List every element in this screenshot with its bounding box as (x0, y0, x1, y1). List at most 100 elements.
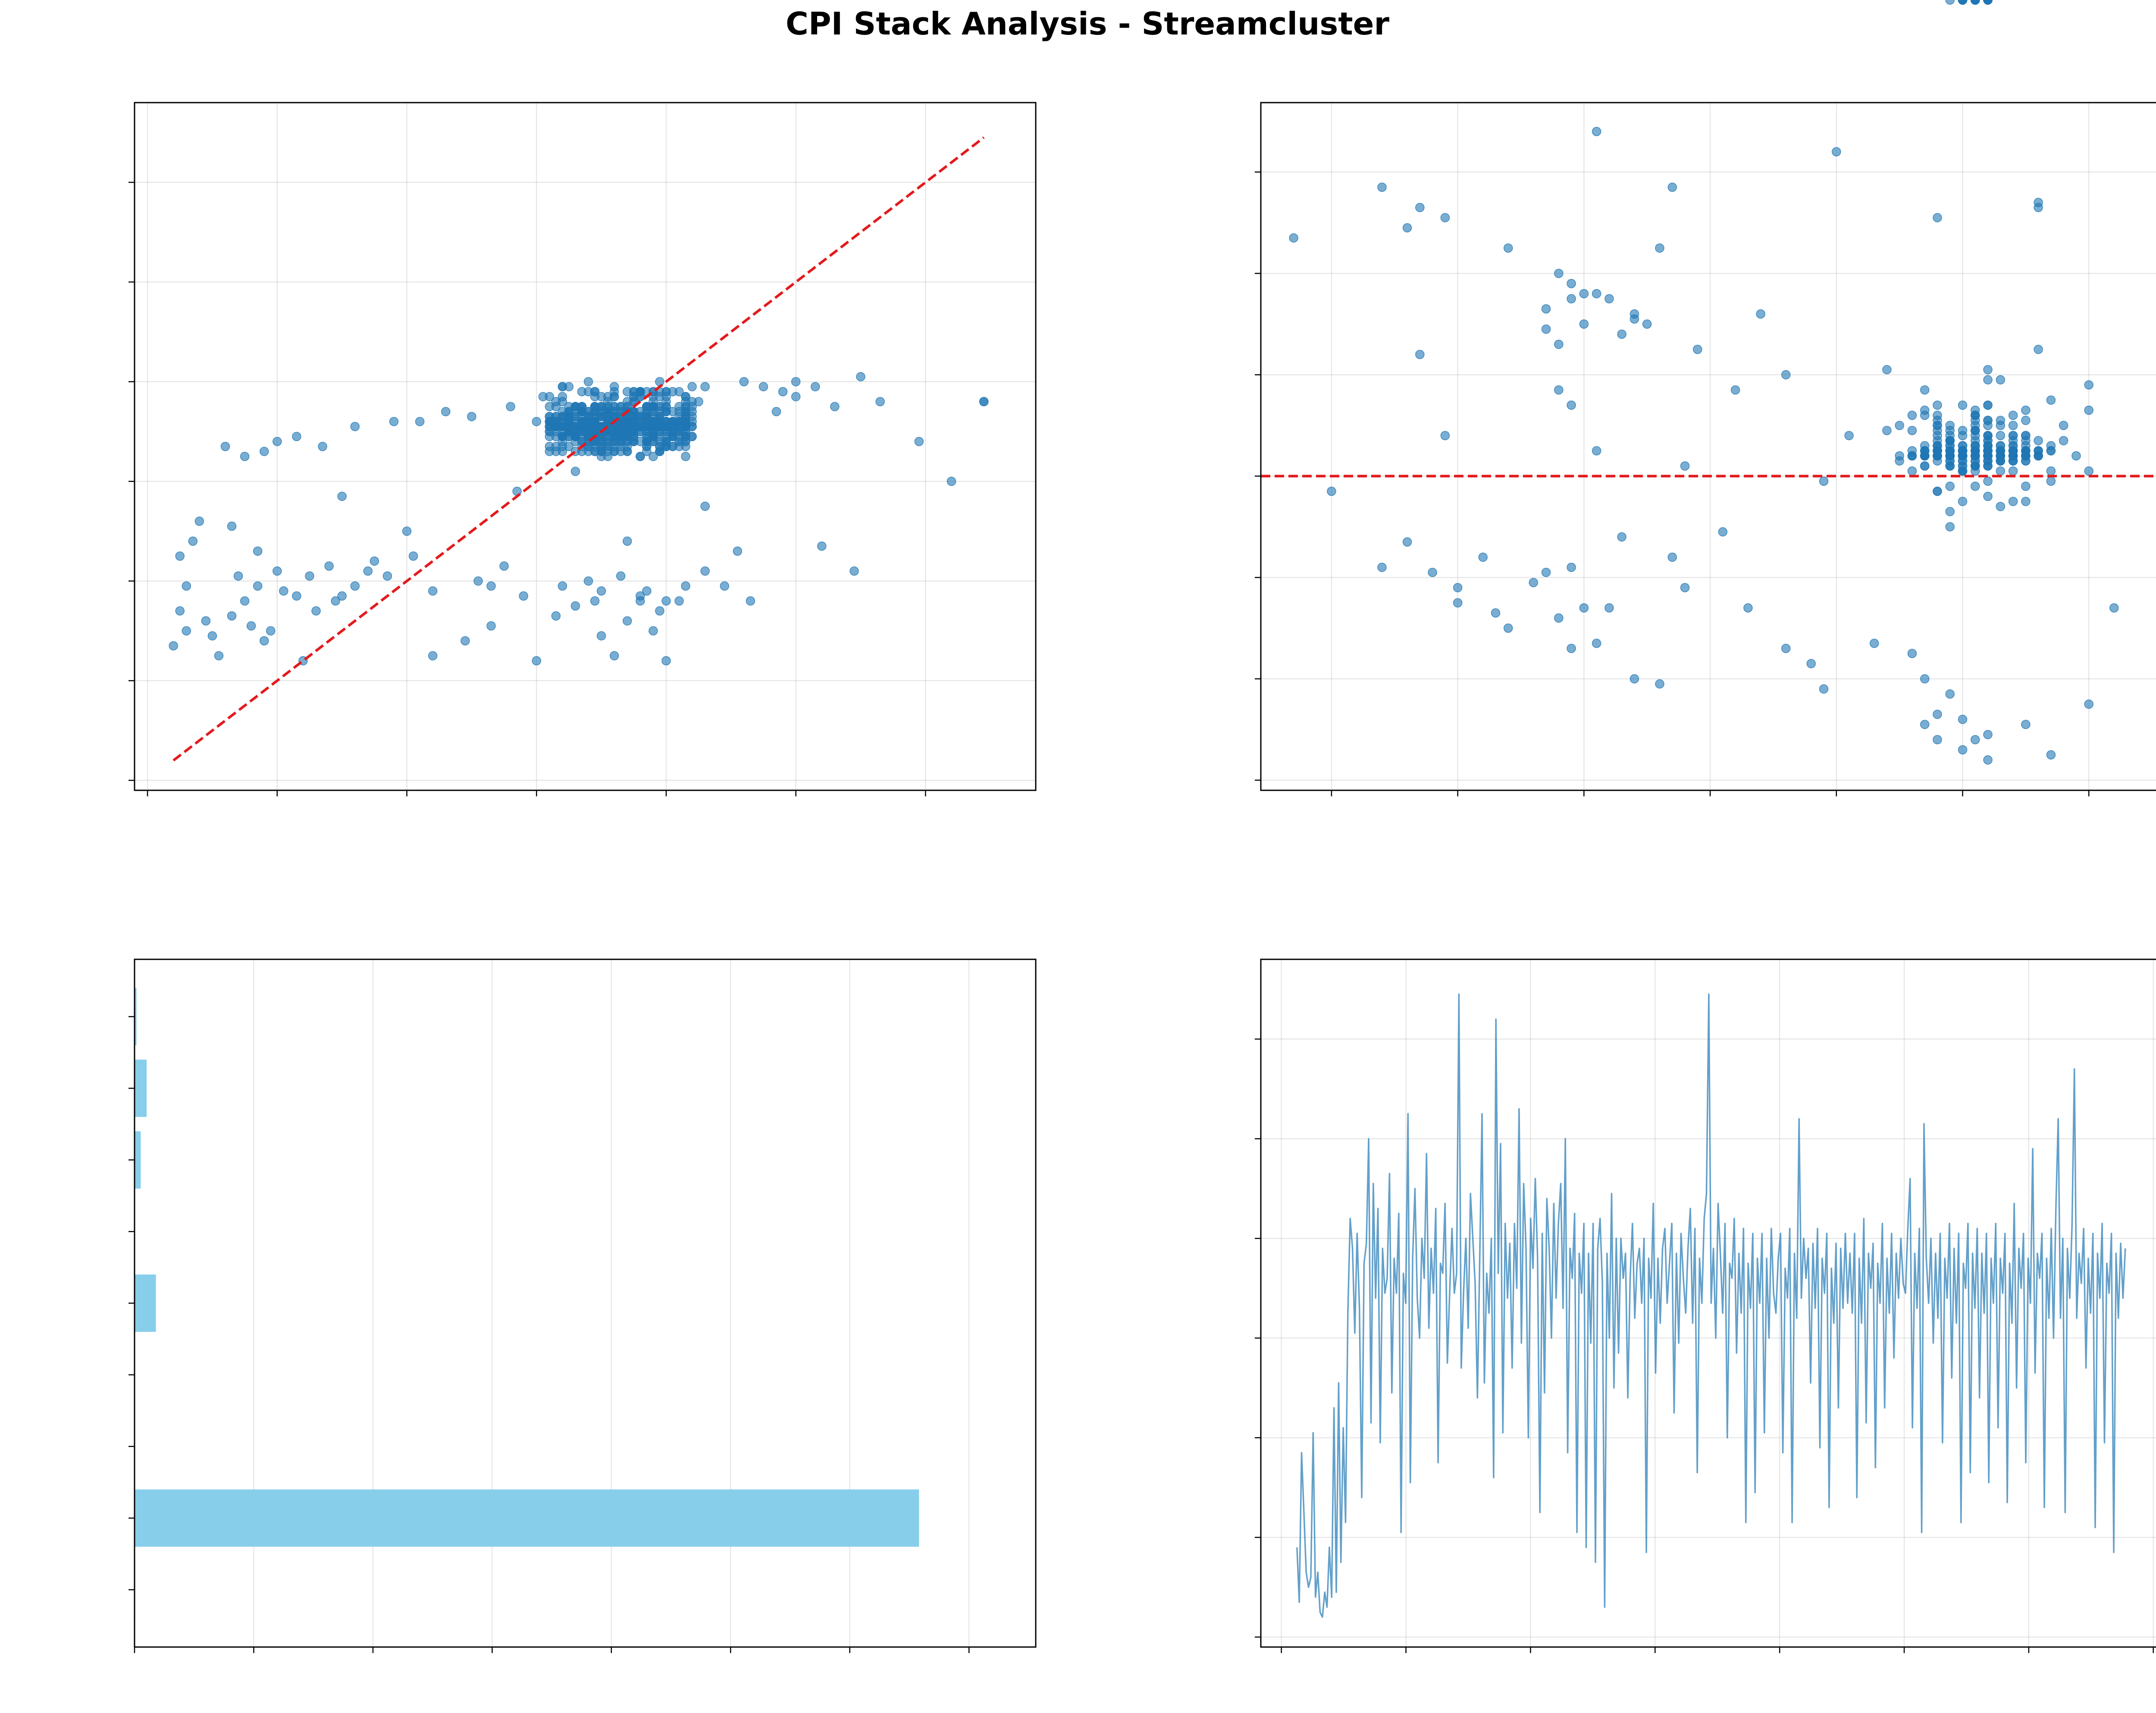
scatter-point (603, 451, 613, 461)
scatter-point (227, 521, 237, 531)
residual-point (1945, 446, 1955, 456)
scatter-point (175, 606, 185, 616)
residual-point (1730, 385, 1740, 395)
scatter-point (946, 476, 956, 486)
scatter-point (720, 581, 730, 591)
scatter-point (674, 596, 684, 606)
residual-point (1289, 233, 1298, 243)
residual-point (2046, 750, 2056, 760)
residual-point (1592, 127, 1601, 136)
scatter-point (642, 402, 652, 411)
residual-point (1440, 431, 1450, 440)
residual-point (1567, 294, 1576, 304)
scatter-point (220, 442, 230, 451)
residual-point (2034, 344, 2043, 354)
residual-point (2071, 451, 2081, 460)
scatter-point (622, 536, 632, 546)
scatter-point (771, 407, 781, 417)
residual-point (1971, 420, 1980, 430)
residual-point (1958, 0, 1968, 5)
scatter-point (324, 561, 334, 571)
scatter-point (687, 402, 697, 411)
residual-point (2034, 436, 2043, 445)
scatter-point (558, 432, 567, 442)
residual-point (2008, 410, 2018, 420)
scatter-point (538, 392, 548, 401)
scatter-point (532, 656, 541, 666)
residual-point (1983, 730, 1993, 739)
scatter-point (292, 591, 301, 601)
residual-point (1541, 304, 1551, 314)
scatter-point (169, 641, 178, 651)
residual-point (1920, 674, 1930, 684)
scatter-point (292, 432, 301, 442)
residual-point (2084, 466, 2093, 476)
residual-point (1756, 309, 1765, 319)
scatter-point (233, 571, 243, 581)
scatter-point (428, 651, 438, 661)
residual-point (1945, 461, 1955, 471)
cpi-series-line (1296, 993, 2126, 1618)
scatter-point (622, 616, 632, 626)
actual-vs-predicted-panel (128, 102, 1037, 796)
scatter-point (311, 606, 321, 616)
scatter-point (499, 561, 509, 571)
residual-point (2109, 603, 2119, 613)
scatter-point (564, 382, 574, 391)
scatter-point (240, 596, 250, 606)
scatter-point (551, 442, 561, 451)
residual-point (1440, 213, 1450, 222)
residual-point (1920, 451, 1930, 460)
residual-point (1920, 385, 1930, 395)
scatter-point (461, 636, 470, 646)
scatter-point (603, 412, 613, 421)
scatter-point (331, 596, 340, 606)
residual-point (2008, 497, 2018, 506)
residual-point (2021, 405, 2031, 415)
residual-point (1983, 461, 1993, 471)
scatter-point (609, 387, 619, 397)
residual-point (1604, 603, 1614, 613)
bar-l1-i-cache (135, 1489, 919, 1547)
figure-title: CPI Stack Analysis - Streamcluster (786, 6, 1389, 42)
residual-point (1882, 426, 1892, 435)
scatter-point (636, 387, 645, 397)
scatter-point (408, 551, 418, 561)
residual-point (2021, 416, 2031, 425)
scatter-point (636, 596, 645, 606)
residual-point (1983, 400, 1993, 410)
scatter-point (363, 566, 373, 576)
residual-point (1933, 400, 1942, 410)
residual-point (1996, 466, 2006, 476)
scatter-point (182, 626, 191, 636)
residual-point (1958, 446, 1968, 456)
residual-point (2046, 441, 2056, 451)
residual-point (1667, 552, 1677, 562)
residual-point (2084, 405, 2093, 415)
residual-point (1996, 375, 2006, 385)
residual-point (1907, 426, 1917, 435)
scatter-point (642, 586, 652, 596)
residual-point (1983, 492, 1993, 501)
scatter-point (811, 382, 820, 391)
residual-point (1567, 279, 1576, 288)
residual-point (2046, 476, 2056, 486)
scatter-point (350, 422, 360, 432)
residual-point (1819, 476, 1829, 486)
residual-point (1554, 613, 1564, 623)
residual-point (1996, 502, 2006, 511)
residual-point (2008, 436, 2018, 445)
residual-point (1907, 648, 1917, 658)
residual-point (1971, 735, 1980, 745)
scatter-point (674, 437, 684, 446)
scatter-point (590, 422, 600, 432)
residual-point (2046, 395, 2056, 405)
residual-point (1680, 583, 1690, 592)
residual-point (1579, 603, 1589, 613)
scatter-point (642, 442, 652, 451)
residual-point (1869, 639, 1879, 648)
residual-point (1567, 400, 1576, 410)
plot-frame (1260, 958, 2156, 1648)
scatter-point (596, 586, 606, 596)
residual-point (1579, 319, 1589, 329)
